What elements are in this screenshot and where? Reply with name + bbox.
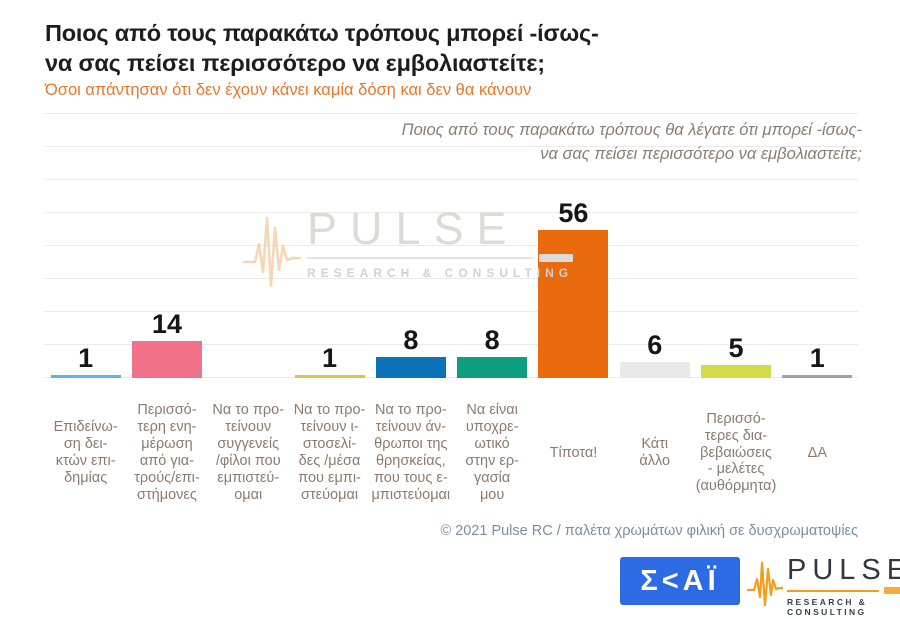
- pulse-logo: PULSE RESEARCH & CONSULTING: [745, 554, 900, 617]
- pulse-watermark: PULSE RESEARCH & CONSULTING: [242, 203, 574, 297]
- bar-column: 5 Περισσό- τερες δια- βεβαιώσεις - μελέτε…: [695, 113, 777, 514]
- bar-6: [457, 357, 528, 378]
- bars-row: 1 Επιδείνω- ση δει- κτών επι- δημίας 14 Περ…: [45, 113, 858, 514]
- pulse-logo-badge-icon: [884, 587, 900, 594]
- chart-gridlines: [45, 113, 858, 378]
- question-note: Ποιος από τους παρακάτω τρόπους θα λέγατ…: [401, 121, 862, 163]
- pulse-logo-tagline: RESEARCH & CONSULTING: [787, 597, 868, 617]
- bar-value-label: 1: [809, 343, 825, 373]
- category-label: ΔΑ: [807, 444, 827, 461]
- bar-9: [701, 365, 772, 378]
- watermark-badge: [539, 254, 574, 262]
- bar-value-label: 5: [728, 333, 744, 363]
- bar-column: 8 Να το προ- τείνουν άν- θρωποι της θρησκ…: [370, 113, 451, 514]
- page-subtitle: Όσοι απάντησαν ότι δεν έχουν κάνει καμία…: [45, 81, 532, 99]
- bar-value-label: 1: [322, 343, 338, 373]
- bar-column: 6 Κάτι άλλο: [614, 113, 695, 514]
- bar-column: 8 Να είναι υποχρε- ωτικό στην ερ- γασία μ…: [451, 113, 532, 514]
- pulse-logo-brand: PULSE: [787, 554, 900, 586]
- skai-logo: Σ<ΑΪ: [620, 557, 740, 605]
- bar-column: 1 Επιδείνω- ση δει- κτών επι- δημίας: [45, 113, 126, 514]
- bar-column: 56 Τίποτα!: [533, 113, 614, 514]
- category-label: Περισσό- τερες δια- βεβαιώσεις - μελέτες…: [695, 410, 777, 495]
- skai-logo-text: Σ<ΑΪ: [640, 564, 720, 597]
- bar-column: 14 Περισσό- τερη ενη- μέρωση από για- τρο…: [126, 113, 207, 514]
- bar-4: [294, 375, 365, 378]
- bar-8: [619, 362, 690, 378]
- category-label: Περισσό- τερη ενη- μέρωση από για- τρούς…: [134, 402, 200, 503]
- bar-value-label: 1: [78, 343, 94, 373]
- category-label: Κάτι άλλο: [639, 436, 671, 469]
- bar-chart: 1 Επιδείνω- ση δει- κτών επι- δημίας 14 Περ…: [45, 113, 858, 503]
- bar-value-label: 14: [151, 309, 182, 339]
- bar-2: [131, 341, 202, 378]
- page-title: Ποιος από τους παρακάτω τρόπους μπορεί -…: [45, 20, 599, 77]
- category-label: Τίποτα!: [549, 444, 598, 461]
- watermark-tagline: RESEARCH & CONSULTING: [307, 266, 574, 280]
- bar-5: [375, 357, 446, 378]
- pulse-waveform-icon: [242, 206, 302, 297]
- category-label: Να το προ- τείνουν συγγενείς /φίλοι που …: [212, 402, 285, 503]
- watermark-rule: [307, 257, 534, 259]
- bar-value-label: 6: [647, 330, 663, 360]
- category-label: Να το προ- τείνουν ι- στοσελί- δες /μέσα…: [293, 402, 366, 503]
- category-label: Να το προ- τείνουν άν- θρωποι της θρησκε…: [371, 402, 451, 503]
- bar-column: Να το προ- τείνουν συγγενείς /φίλοι που …: [208, 113, 289, 514]
- copyright-note: © 2021 Pulse RC / παλέτα χρωμάτων φιλική…: [440, 523, 858, 539]
- pulse-logo-rule: [787, 589, 880, 592]
- bar-1: [50, 375, 121, 378]
- bar-value-label: 8: [484, 325, 500, 355]
- bar-value-label: 8: [403, 325, 419, 355]
- category-label: Επιδείνω- ση δει- κτών επι- δημίας: [53, 419, 118, 486]
- bar-value-label: 56: [558, 198, 589, 228]
- pulse-waveform-icon: [745, 556, 785, 613]
- bar-10: [782, 375, 853, 378]
- bar-column: 1 ΔΑ: [777, 113, 858, 514]
- bar-column: 1 Να το προ- τείνουν ι- στοσελί- δες /μέσ…: [289, 113, 370, 514]
- category-label: Να είναι υποχρε- ωτικό στην ερ- γασία μο…: [465, 402, 519, 503]
- watermark-brand: PULSE: [307, 203, 520, 254]
